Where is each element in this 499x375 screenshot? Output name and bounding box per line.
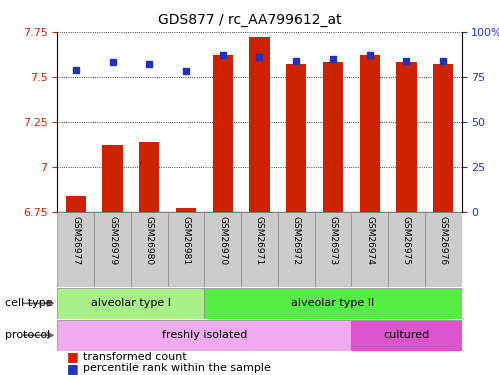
- Bar: [66, 196, 86, 212]
- Text: freshly isolated: freshly isolated: [162, 330, 247, 340]
- Bar: [57, 288, 205, 319]
- Point: [145, 61, 153, 67]
- Point: [403, 58, 411, 64]
- Bar: [278, 212, 314, 287]
- Text: GSM26972: GSM26972: [292, 216, 301, 265]
- Bar: [388, 212, 425, 287]
- Point: [255, 54, 263, 60]
- Bar: [425, 212, 462, 287]
- Text: GSM26970: GSM26970: [218, 216, 227, 265]
- Point: [108, 60, 116, 66]
- Text: GSM26979: GSM26979: [108, 216, 117, 265]
- Point: [366, 52, 374, 58]
- Bar: [168, 212, 205, 287]
- Bar: [360, 55, 380, 212]
- Bar: [396, 63, 417, 212]
- Point: [439, 58, 447, 64]
- Bar: [250, 37, 269, 212]
- Bar: [433, 64, 453, 212]
- Bar: [241, 212, 278, 287]
- Point: [329, 56, 337, 62]
- Text: protocol: protocol: [5, 330, 50, 340]
- Text: ■: ■: [67, 351, 83, 363]
- Bar: [102, 145, 123, 212]
- Bar: [205, 288, 462, 319]
- Text: transformed count: transformed count: [83, 352, 187, 362]
- Text: GSM26974: GSM26974: [365, 216, 374, 265]
- Text: GDS877 / rc_AA799612_at: GDS877 / rc_AA799612_at: [158, 13, 341, 27]
- Point: [182, 69, 190, 75]
- Bar: [131, 212, 168, 287]
- Point: [292, 58, 300, 64]
- Text: cultured: cultured: [383, 330, 430, 340]
- Bar: [213, 55, 233, 212]
- Text: GSM26975: GSM26975: [402, 216, 411, 265]
- Bar: [323, 63, 343, 212]
- Text: GSM26981: GSM26981: [182, 216, 191, 265]
- Bar: [286, 64, 306, 212]
- Point: [219, 52, 227, 58]
- Text: GSM26977: GSM26977: [71, 216, 80, 265]
- Text: GSM26980: GSM26980: [145, 216, 154, 265]
- Bar: [94, 212, 131, 287]
- Bar: [57, 320, 351, 351]
- Text: GSM26976: GSM26976: [439, 216, 448, 265]
- Bar: [351, 212, 388, 287]
- Bar: [176, 208, 196, 212]
- Point: [72, 67, 80, 73]
- Text: percentile rank within the sample: percentile rank within the sample: [83, 363, 271, 373]
- Text: GSM26971: GSM26971: [255, 216, 264, 265]
- Bar: [139, 142, 159, 212]
- Bar: [205, 212, 241, 287]
- Bar: [314, 212, 351, 287]
- Bar: [57, 212, 94, 287]
- Text: alveolar type I: alveolar type I: [91, 298, 171, 308]
- Text: ■: ■: [67, 362, 83, 375]
- Text: cell type: cell type: [5, 298, 52, 308]
- Text: alveolar type II: alveolar type II: [291, 298, 375, 308]
- Bar: [351, 320, 462, 351]
- Text: GSM26973: GSM26973: [328, 216, 337, 265]
